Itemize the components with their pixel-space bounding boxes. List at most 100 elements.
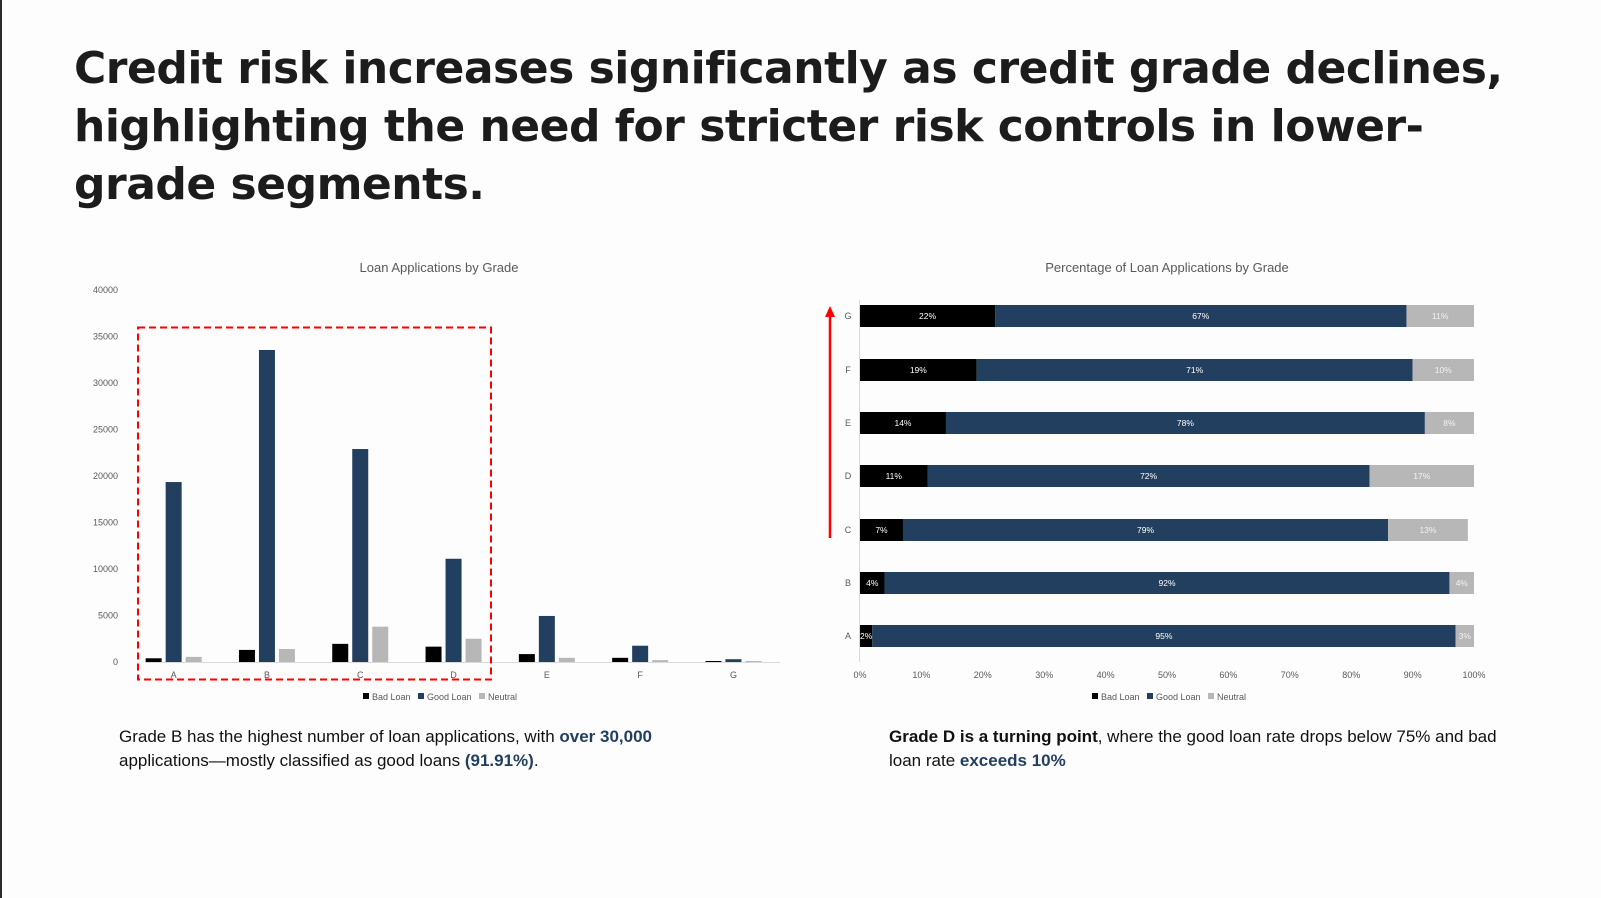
data-label: 95% [1155,631,1172,641]
data-label: 67% [1192,311,1209,321]
y-tick-label: 35000 [93,332,118,342]
x-tick-label: 0% [853,670,866,680]
arrow-up-icon [825,306,835,317]
slide-left-border [0,0,2,898]
data-label: 8% [1443,418,1456,428]
legend-swatch [1147,693,1153,699]
legend-label: Neutral [488,692,517,702]
caption-highlight: (91.91%) [464,751,534,770]
data-label: 11% [886,471,903,481]
legend-label: Neutral [1217,692,1246,702]
data-label: 13% [1419,525,1436,535]
data-label: 4% [866,578,879,588]
bar-bad-loan-d [425,646,442,662]
bar-neutral-f [652,660,669,662]
data-label: 10% [1435,365,1452,375]
bar-good-loan-a [165,482,182,662]
segment-neutral-c [1388,519,1468,541]
data-label: 14% [894,418,911,428]
data-label: 4% [1456,578,1469,588]
caption-highlight: exceeds 10% [959,751,1066,770]
bar-good-loan-e [538,615,555,662]
left-caption: Grade B has the highest number of loan a… [119,725,739,773]
y-tick-label: 0 [113,657,118,667]
x-tick-label: 70% [1281,670,1299,680]
segment-neutral-d [1369,465,1474,487]
bar-neutral-c [372,626,389,662]
chart-title: Percentage of Loan Applications by Grade [1045,260,1289,275]
bar-bad-loan-a [145,658,162,662]
x-tick-label: C [357,670,364,680]
legend-swatch [1092,693,1098,699]
right-caption: Grade D is a turning point, where the go… [889,725,1499,773]
caption-highlight: over 30,000 [559,727,653,746]
bar-bad-loan-f [612,657,629,662]
x-tick-label: 10% [912,670,930,680]
caption-text: . [533,751,539,770]
y-tick-label: A [845,631,851,641]
legend-label: Good Loan [1156,692,1201,702]
data-label: 2% [860,631,873,641]
caption-text: , where the good loan rate drops below 7… [889,727,1497,770]
segment-bad-loan-d [860,465,928,487]
legend-label: Good Loan [427,692,472,702]
x-tick-label: 40% [1097,670,1115,680]
caption-text: Grade B has the highest number of loan a… [119,727,560,746]
segment-neutral-a [1455,625,1474,647]
bar-neutral-g [745,661,762,662]
legend-swatch [363,693,369,699]
segment-good-loan-c [902,519,1389,541]
x-tick-label: F [637,670,643,680]
bar-bad-loan-c [332,643,349,662]
bar-good-loan-f [632,645,649,662]
data-label: 79% [1137,525,1154,535]
slide-title: Credit risk increases significantly as c… [74,43,1503,210]
bar-neutral-b [278,648,295,662]
chart-title: Loan Applications by Grade [360,260,519,275]
caption-bold: Grade D is a turning point [889,727,1098,746]
y-tick-label: C [845,525,852,535]
segment-good-loan-a [872,625,1456,647]
bar-bad-loan-e [518,654,535,662]
x-tick-label: 30% [1035,670,1053,680]
bar-neutral-d [465,638,482,662]
bar-good-loan-g [725,659,742,662]
bar-good-loan-d [445,558,462,662]
x-tick-label: E [544,670,550,680]
data-label: 17% [1413,471,1430,481]
legend-swatch [1208,693,1214,699]
segment-bad-loan-b [860,572,885,594]
segment-neutral-b [1449,572,1474,594]
bar-neutral-a [185,656,202,662]
segment-neutral-g [1406,305,1474,327]
legend-label: Bad Loan [372,692,411,702]
y-tick-label: 15000 [93,518,118,528]
data-label: 7% [875,525,888,535]
x-tick-label: B [264,670,270,680]
segment-good-loan-d [927,465,1370,487]
bar-neutral-e [558,657,575,662]
bar-bad-loan-g [705,661,722,662]
x-tick-label: 100% [1462,670,1485,680]
segment-neutral-f [1412,359,1474,381]
x-tick-label: 90% [1404,670,1422,680]
data-label: 92% [1158,578,1175,588]
bar-good-loan-c [352,449,369,662]
data-label: 71% [1186,365,1203,375]
bar-bad-loan-b [238,649,255,662]
legend-swatch [479,693,485,699]
x-tick-label: 60% [1219,670,1237,680]
y-tick-label: 5000 [98,611,118,621]
segment-bad-loan-g [860,305,996,327]
segment-neutral-e [1424,412,1474,434]
y-tick-label: 10000 [93,564,118,574]
trend-arrow [825,306,835,538]
y-tick-label: 25000 [93,425,118,435]
x-tick-label: D [450,670,457,680]
y-tick-label: 30000 [93,378,118,388]
y-tick-label: F [845,365,851,375]
bar-good-loan-b [258,349,275,662]
y-tick-label: B [845,578,851,588]
x-tick-label: G [730,670,737,680]
data-label: 11% [1432,311,1449,321]
